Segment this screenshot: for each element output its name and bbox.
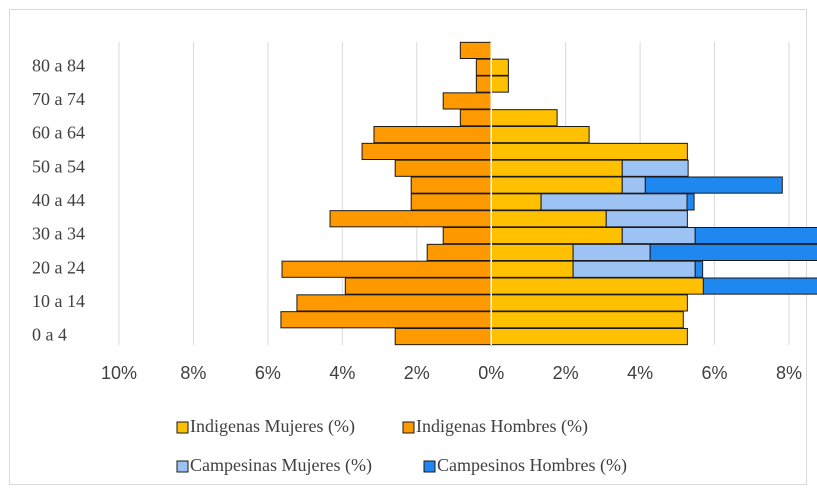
bar: [442, 227, 492, 245]
bar: [475, 75, 492, 93]
bar: [686, 193, 695, 211]
y-tick-label: 0 a 4: [32, 325, 67, 345]
bar: [410, 176, 492, 194]
x-tick-label: 2%: [553, 363, 579, 383]
y-tick-label: 70 a 74: [32, 89, 85, 109]
bar: [329, 210, 492, 228]
bar: [621, 159, 689, 177]
bar: [605, 210, 688, 228]
y-tick-label: 60 a 64: [32, 123, 85, 143]
legend-swatch: [176, 421, 189, 434]
bar: [361, 142, 492, 160]
x-tick-label: 8%: [776, 363, 802, 383]
bar: [694, 227, 817, 245]
bar: [475, 58, 492, 76]
y-tick-label: 20 a 24: [32, 257, 85, 277]
x-tick-label: 4%: [627, 363, 653, 383]
bar: [490, 109, 558, 127]
x-tick-label: 10%: [101, 363, 137, 383]
y-tick-label: 80 a 84: [32, 55, 85, 75]
bar: [394, 328, 492, 346]
legend-swatch: [423, 460, 436, 473]
bar: [410, 193, 492, 211]
x-tick-label: 6%: [255, 363, 281, 383]
legend-label: Indigenas Mujeres (%): [190, 416, 355, 437]
bar: [426, 243, 492, 261]
legend-label: Campesinas Mujeres (%): [190, 455, 372, 476]
bar: [490, 260, 574, 278]
bar: [490, 210, 607, 228]
x-tick-label: 0%: [478, 363, 504, 383]
legend-swatch: [176, 460, 189, 473]
bar: [490, 142, 688, 160]
bar: [694, 260, 704, 278]
bar: [490, 243, 574, 261]
y-tick-label: 50 a 54: [32, 156, 85, 176]
bar: [621, 176, 646, 194]
x-tick-label: 6%: [702, 363, 728, 383]
bar: [621, 227, 696, 245]
bar: [490, 193, 542, 211]
bar: [702, 277, 817, 295]
bar: [490, 75, 509, 93]
bar: [644, 176, 783, 194]
bar: [490, 294, 688, 312]
x-tick-label: 8%: [180, 363, 206, 383]
bar: [490, 159, 623, 177]
bar: [572, 243, 651, 261]
legend-label: Campesinos Hombres (%): [437, 455, 627, 476]
bar: [394, 159, 492, 177]
y-tick-label: 40 a 44: [32, 190, 85, 210]
bar: [296, 294, 492, 312]
bar: [490, 311, 684, 329]
bar: [280, 311, 492, 329]
bar: [459, 41, 492, 59]
bar: [490, 227, 623, 245]
x-tick-label: 2%: [404, 363, 430, 383]
bar: [459, 109, 492, 127]
bar: [373, 126, 492, 144]
bar: [490, 126, 590, 144]
bar: [649, 243, 817, 261]
legend-label: Indigenas Hombres (%): [416, 416, 588, 437]
y-tick-label: 30 a 34: [32, 224, 85, 244]
bar: [442, 92, 492, 110]
bar: [281, 260, 492, 278]
legend-swatch: [402, 421, 415, 434]
bar: [344, 277, 492, 295]
bar: [490, 328, 688, 346]
y-tick-label: 10 a 14: [32, 291, 85, 311]
bar: [490, 176, 623, 194]
bar: [490, 277, 704, 295]
bar: [490, 58, 509, 76]
bar: [540, 193, 688, 211]
x-tick-label: 4%: [329, 363, 355, 383]
bar: [572, 260, 696, 278]
